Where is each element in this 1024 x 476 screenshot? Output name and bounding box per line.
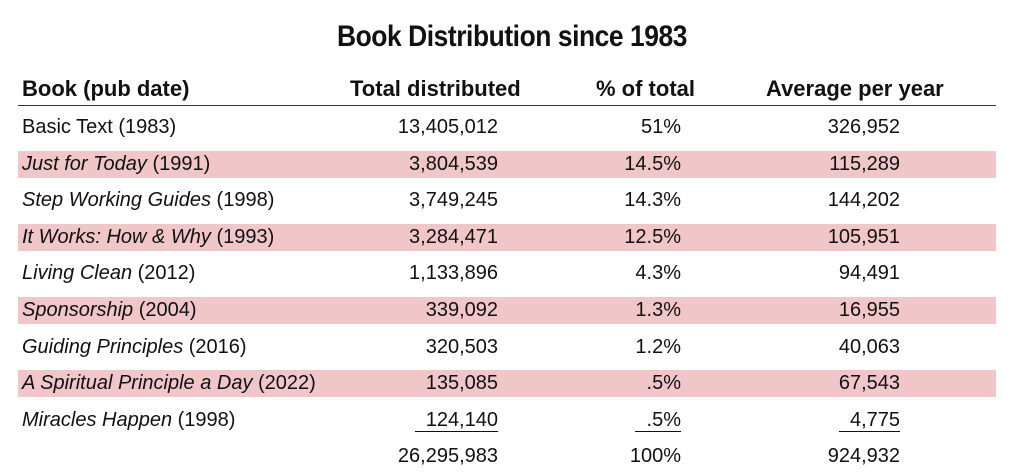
book-pub-date: (1983) — [112, 116, 177, 138]
percent-of-total-cell: 51% — [640, 116, 681, 138]
table-row: A Spiritual Principle a Day (2022) 135,08… — [18, 370, 996, 398]
average-per-year-cell: 144,202 — [827, 189, 900, 212]
average-per-year-cell: 105,951 — [827, 225, 900, 248]
table-row: Just for Today (1991) 3,804,539 14.5% 115,2… — [18, 150, 996, 178]
total-distributed-cell: 3,284,471 — [409, 225, 498, 248]
book-pub-date: (1998) — [172, 408, 236, 431]
total-distributed-cell: 3,804,539 — [409, 152, 498, 175]
book-cell: A Spiritual Principle a Day (2022) — [22, 370, 316, 397]
book-pub-date: (1991) — [146, 152, 211, 175]
average-per-year-cell: 40,063 — [838, 335, 900, 358]
average-per-year-cell: 67,543 — [838, 372, 900, 395]
percent-of-total-cell: 1.3% — [635, 299, 681, 321]
book-title: Basic Text — [22, 116, 113, 138]
header-percent-of-total: % of total — [596, 76, 695, 101]
table-row: It Works: How & Why (1993) 3,284,471 12.5%… — [18, 223, 996, 251]
total-distributed-cell: 124,140 — [414, 408, 498, 432]
total-distributed-cell: 320,503 — [425, 335, 498, 358]
header-average-per-year: Average per year — [766, 76, 944, 101]
total-distributed-cell: 1,133,896 — [409, 262, 498, 285]
table-row: Basic Text (1983) 13,405,012 51% 326,952 — [18, 114, 996, 141]
header-total-distributed: Total distributed — [350, 76, 521, 101]
book-pub-date: (2004) — [133, 299, 197, 321]
average-per-year-cell: 115,289 — [829, 152, 900, 175]
book-cell: Step Working Guides (1998) — [22, 187, 274, 214]
average-per-year-cell: 94,491 — [838, 262, 900, 285]
percent-of-total-cell: 1.2% — [635, 335, 681, 358]
book-pub-date: (1998) — [210, 189, 275, 212]
average-per-year-cell: 4,775 — [838, 408, 900, 432]
book-title: Just for Today — [22, 152, 147, 175]
percent-of-total-cell: 4.3% — [635, 262, 681, 285]
book-cell: It Works: How & Why (1993) — [22, 224, 274, 251]
table-row: Living Clean (2012) 1,133,896 4.3% 94,491 — [18, 260, 996, 287]
book-pub-date: (1993) — [210, 225, 275, 248]
percent-of-total-cell: 14.3% — [624, 189, 681, 212]
header-book: Book (pub date) — [22, 76, 190, 101]
total-distributed-cell: 339,092 — [425, 299, 498, 321]
percent-of-total-cell: .5% — [646, 372, 681, 395]
table-row: Sponsorship (2004) 339,092 1.3% 16,955 — [18, 297, 996, 324]
header-rule — [18, 105, 996, 106]
book-title: Guiding Principles — [22, 335, 184, 358]
book-cell: Miracles Happen (1998) — [22, 407, 235, 434]
total-distributed-sum: 26,295,983 — [397, 445, 498, 468]
average-per-year-sum: 924,932 — [827, 445, 900, 468]
percent-of-total-cell: 12.5% — [624, 225, 681, 248]
book-title: Sponsorship — [22, 299, 134, 321]
table-title: Book Distribution since 1983 — [336, 20, 688, 53]
table-row: Miracles Happen (1998) 124,140 .5% 4,775 — [18, 407, 996, 434]
book-cell: Sponsorship (2004) — [22, 297, 197, 324]
book-title: A Spiritual Principle a Day — [22, 372, 253, 395]
book-cell: Living Clean (2012) — [22, 260, 195, 287]
book-title: Living Clean — [22, 262, 133, 285]
table-row: Step Working Guides (1998) 3,749,245 14.3%… — [18, 187, 996, 214]
book-title: Miracles Happen — [22, 408, 173, 431]
percent-of-total-cell: .5% — [635, 408, 681, 432]
totals-row: 26,295,983 100% 924,932 — [18, 443, 996, 470]
book-pub-date: (2022) — [252, 372, 316, 395]
book-cell: Basic Text (1983) — [22, 114, 176, 141]
book-cell: Just for Today (1991) — [22, 151, 210, 178]
percent-of-total-cell: 14.5% — [624, 152, 681, 175]
average-per-year-cell: 326,952 — [827, 116, 900, 138]
percent-of-total-sum: 100% — [629, 445, 681, 468]
total-distributed-cell: 13,405,012 — [397, 116, 498, 138]
table-row: Guiding Principles (2016) 320,503 1.2% 40,0… — [18, 334, 996, 361]
average-per-year-cell: 16,955 — [838, 299, 900, 321]
book-title: Step Working Guides — [22, 189, 211, 212]
book-pub-date: (2012) — [132, 262, 196, 285]
total-distributed-cell: 135,085 — [425, 372, 498, 395]
book-pub-date: (2016) — [183, 335, 247, 358]
total-distributed-cell: 3,749,245 — [409, 189, 498, 212]
book-cell: Guiding Principles (2016) — [22, 334, 247, 361]
book-title: It Works: How & Why — [22, 225, 211, 248]
